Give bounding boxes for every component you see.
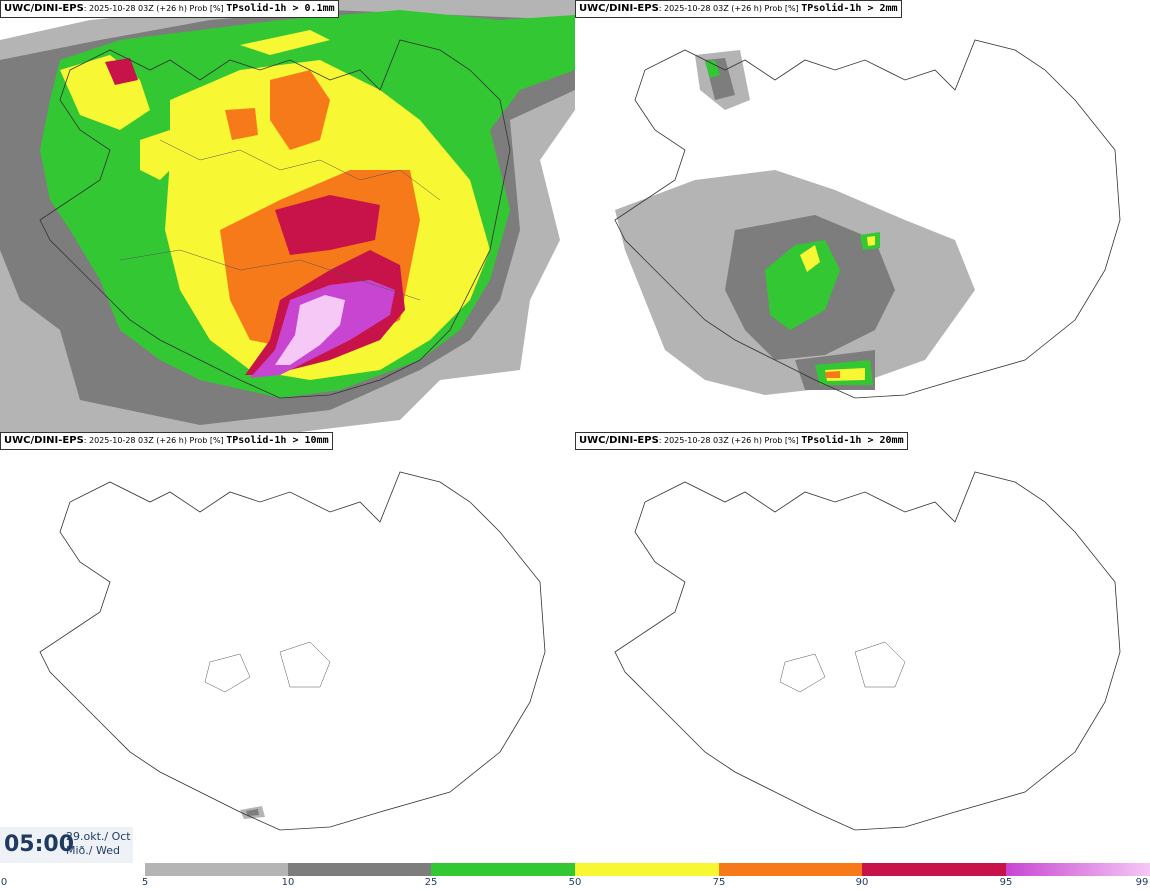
day-label: Mið./ Wed [66, 844, 120, 857]
colorbar-segment [575, 863, 719, 876]
panel-title: UWC/DINI-EPS: 2025-10-28 03Z (+26 h) Pro… [575, 0, 902, 18]
date-label: 29.okt./ Oct [66, 830, 131, 843]
colorbar-tick: 25 [424, 877, 438, 888]
panel-title: UWC/DINI-EPS: 2025-10-28 03Z (+26 h) Pro… [575, 432, 908, 450]
colorbar-tick: 99 [1135, 877, 1149, 888]
colorbar-tick: 75 [712, 877, 726, 888]
colorbar-tick: 90 [855, 877, 869, 888]
colorbar-tick: 95 [999, 877, 1013, 888]
map-panel-10mm: UWC/DINI-EPS: 2025-10-28 03Z (+26 h) Pro… [0, 432, 575, 864]
colorbar-segment [145, 863, 288, 876]
probability-map [0, 432, 575, 864]
colorbar-tick: 0 [0, 877, 8, 888]
colorbar-tick: 5 [141, 877, 149, 888]
colorbar-segment [862, 863, 1006, 876]
valid-time: 05:00 [4, 832, 75, 857]
colorbar-segment [719, 863, 862, 876]
valid-date: 29.okt./ Oct Mið./ Wed [66, 830, 131, 858]
map-panel-2mm: UWC/DINI-EPS: 2025-10-28 03Z (+26 h) Pro… [575, 0, 1150, 432]
probability-map [0, 0, 575, 432]
valid-time-box: 05:00 29.okt./ Oct Mið./ Wed [0, 827, 133, 863]
colorbar-tick: 10 [281, 877, 295, 888]
colorbar [145, 863, 1150, 876]
probability-map [575, 0, 1150, 432]
map-panel-20mm: UWC/DINI-EPS: 2025-10-28 03Z (+26 h) Pro… [575, 432, 1150, 864]
map-panel-0.1mm: UWC/DINI-EPS: 2025-10-28 03Z (+26 h) Pro… [0, 0, 575, 432]
probability-map [575, 432, 1150, 864]
panel-title: UWC/DINI-EPS: 2025-10-28 03Z (+26 h) Pro… [0, 432, 333, 450]
colorbar-segment [431, 863, 575, 876]
colorbar-segment [1006, 863, 1150, 876]
panel-title: UWC/DINI-EPS: 2025-10-28 03Z (+26 h) Pro… [0, 0, 339, 18]
colorbar-tick: 50 [568, 877, 582, 888]
colorbar-segment [288, 863, 431, 876]
